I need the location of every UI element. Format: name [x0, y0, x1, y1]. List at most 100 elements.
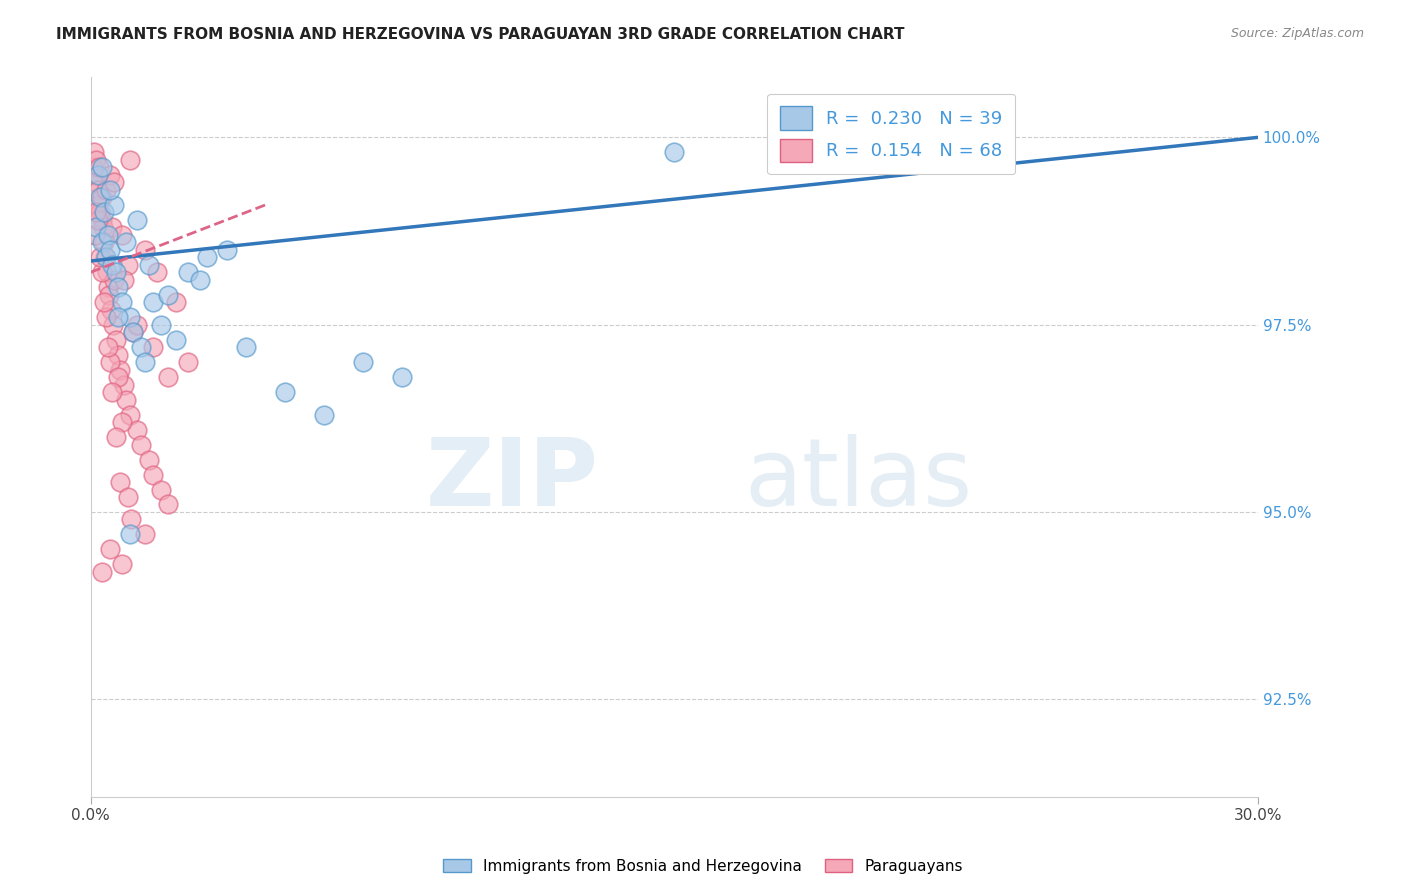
Point — [89, 190, 111, 204]
Point — [84, 175, 107, 189]
Point — [129, 340, 152, 354]
Point — [108, 362, 131, 376]
Point — [89, 161, 111, 175]
Point — [101, 220, 124, 235]
Point — [101, 385, 124, 400]
Point — [111, 415, 134, 429]
Point — [97, 340, 120, 354]
Point — [90, 212, 112, 227]
Point — [100, 302, 122, 317]
Point — [82, 161, 104, 175]
Point — [118, 408, 141, 422]
Point — [93, 235, 115, 250]
Point — [97, 280, 120, 294]
Point — [195, 250, 218, 264]
Point — [235, 340, 257, 354]
Point — [91, 265, 114, 279]
Point — [127, 423, 149, 437]
Point — [215, 243, 238, 257]
Point — [86, 205, 108, 219]
Point — [98, 355, 121, 369]
Point — [118, 527, 141, 541]
Point — [112, 377, 135, 392]
Point — [114, 235, 136, 250]
Point — [138, 452, 160, 467]
Point — [114, 392, 136, 407]
Point — [96, 265, 118, 279]
Point — [897, 130, 920, 145]
Point — [103, 273, 125, 287]
Point — [142, 467, 165, 482]
Point — [98, 243, 121, 257]
Legend: R =  0.230   N = 39, R =  0.154   N = 68: R = 0.230 N = 39, R = 0.154 N = 68 — [766, 94, 1015, 174]
Point — [165, 333, 187, 347]
Point — [127, 318, 149, 332]
Point — [83, 168, 105, 182]
Point — [312, 408, 335, 422]
Point — [121, 512, 143, 526]
Point — [93, 295, 115, 310]
Point — [149, 318, 172, 332]
Point — [142, 295, 165, 310]
Point — [122, 325, 145, 339]
Point — [127, 212, 149, 227]
Point — [352, 355, 374, 369]
Point — [91, 220, 114, 235]
Point — [134, 355, 156, 369]
Point — [86, 220, 108, 235]
Point — [107, 370, 129, 384]
Point — [149, 483, 172, 497]
Point — [96, 310, 118, 325]
Point — [89, 205, 111, 219]
Point — [112, 273, 135, 287]
Point — [177, 265, 200, 279]
Point — [104, 333, 127, 347]
Point — [111, 295, 134, 310]
Point — [107, 348, 129, 362]
Text: IMMIGRANTS FROM BOSNIA AND HERZEGOVINA VS PARAGUAYAN 3RD GRADE CORRELATION CHART: IMMIGRANTS FROM BOSNIA AND HERZEGOVINA V… — [56, 27, 904, 42]
Point — [111, 227, 134, 242]
Point — [188, 273, 211, 287]
Point — [165, 295, 187, 310]
Point — [98, 183, 121, 197]
Point — [91, 161, 114, 175]
Point — [107, 280, 129, 294]
Point — [134, 243, 156, 257]
Point — [122, 325, 145, 339]
Point — [157, 370, 180, 384]
Point — [101, 258, 124, 272]
Point — [98, 542, 121, 557]
Point — [98, 287, 121, 301]
Point — [83, 145, 105, 160]
Point — [142, 340, 165, 354]
Point — [91, 565, 114, 579]
Point — [91, 235, 114, 250]
Point — [96, 250, 118, 264]
Point — [391, 370, 413, 384]
Point — [111, 558, 134, 572]
Point — [118, 310, 141, 325]
Point — [145, 265, 167, 279]
Point — [94, 250, 117, 264]
Point — [274, 385, 297, 400]
Point — [87, 198, 110, 212]
Point — [104, 265, 127, 279]
Point — [103, 175, 125, 189]
Point — [87, 212, 110, 227]
Point — [117, 258, 139, 272]
Point — [177, 355, 200, 369]
Point — [104, 430, 127, 444]
Point — [98, 168, 121, 182]
Point — [93, 205, 115, 219]
Point — [108, 475, 131, 489]
Text: atlas: atlas — [744, 434, 973, 526]
Point — [103, 198, 125, 212]
Point — [134, 527, 156, 541]
Point — [157, 498, 180, 512]
Point — [89, 250, 111, 264]
Text: ZIP: ZIP — [426, 434, 599, 526]
Point — [96, 183, 118, 197]
Point — [91, 190, 114, 204]
Point — [129, 437, 152, 451]
Point — [118, 153, 141, 167]
